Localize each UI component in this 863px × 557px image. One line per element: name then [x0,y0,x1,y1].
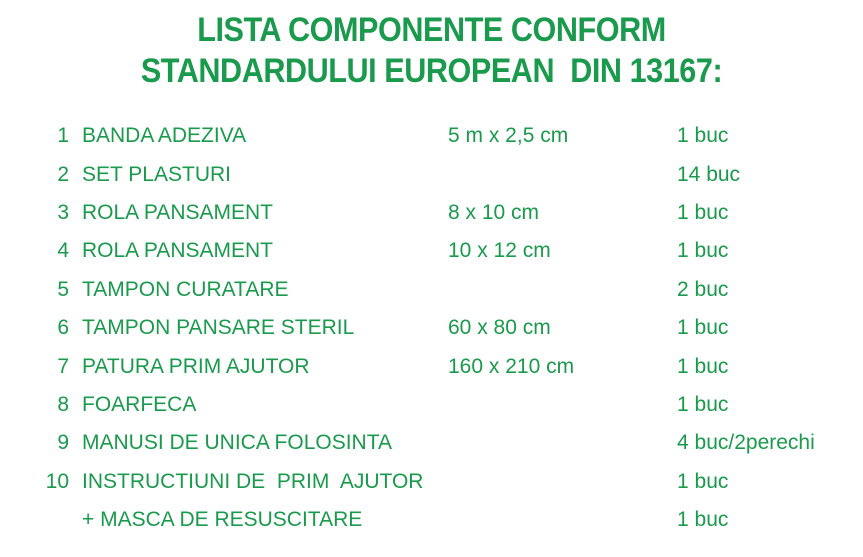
table-row: 6 TAMPON PANSARE STERIL 60 x 80 cm 1 buc [0,309,863,347]
item-number: 10 [45,469,69,493]
table-row: 3 ROLA PANSAMENT 8 x 10 cm 1 buc [0,194,863,232]
item-name: TAMPON CURATARE [82,277,289,301]
item-name: INSTRUCTIUNI DE PRIM AJUTOR [82,469,424,493]
title-line-2: STANDARDULUI EUROPEAN DIN 13167: [140,52,723,90]
table-row: 2 SET PLASTURI 14 buc [0,155,863,193]
item-name: FOARFECA [82,392,197,416]
item-quantity: 1 buc [677,200,729,224]
item-number: 5 [57,277,69,301]
table-row: 9 MANUSI DE UNICA FOLOSINTA 4 buc/2perec… [0,424,863,462]
item-number: 4 [57,239,69,263]
item-name: PATURA PRIM AJUTOR [82,354,310,378]
item-name: ROLA PANSAMENT [82,200,273,224]
page-title: LISTA COMPONENTE CONFORM STANDARDULUI EU… [0,10,863,92]
item-number: 3 [57,200,69,224]
item-number: 8 [57,392,69,416]
item-quantity: 1 buc [677,354,729,378]
table-row: 5 TAMPON CURATARE 2 buc [0,271,863,309]
item-number: 1 [57,124,69,148]
components-table: 1 BANDA ADEZIVA 5 m x 2,5 cm 1 buc 2 SET… [0,117,863,539]
item-quantity: 1 buc [677,124,729,148]
item-name: TAMPON PANSARE STERIL [82,316,355,340]
table-row: + MASCA DE RESUSCITARE 1 buc [0,501,863,539]
item-quantity: 14 buc [677,162,741,186]
item-quantity: 1 buc [677,316,729,340]
item-name: BANDA ADEZIVA [82,124,247,148]
title-line-1: LISTA COMPONENTE CONFORM [197,11,666,49]
table-row: 1 BANDA ADEZIVA 5 m x 2,5 cm 1 buc [0,117,863,155]
table-row: 8 FOARFECA 1 buc [0,386,863,424]
item-name: SET PLASTURI [82,162,231,186]
item-name: ROLA PANSAMENT [82,239,273,263]
item-quantity: 2 buc [677,277,729,301]
item-number: 2 [57,162,69,186]
item-quantity: 1 buc [677,392,729,416]
item-quantity: 4 buc/2perechi [677,431,815,455]
item-number: 6 [57,316,69,340]
item-name: + MASCA DE RESUSCITARE [82,508,363,532]
item-quantity: 1 buc [677,469,729,493]
table-row: 10 INSTRUCTIUNI DE PRIM AJUTOR 1 buc [0,463,863,501]
table-row: 4 ROLA PANSAMENT 10 x 12 cm 1 buc [0,232,863,270]
item-number: 7 [57,354,69,378]
item-size: 8 x 10 cm [448,200,540,224]
item-size: 10 x 12 cm [448,239,551,263]
item-size: 60 x 80 cm [448,316,551,340]
item-quantity: 1 buc [677,508,729,532]
item-number: 9 [57,431,69,455]
item-size: 160 x 210 cm [448,354,575,378]
item-quantity: 1 buc [677,239,729,263]
item-name: MANUSI DE UNICA FOLOSINTA [82,431,392,455]
item-size: 5 m x 2,5 cm [448,124,569,148]
table-row: 7 PATURA PRIM AJUTOR 160 x 210 cm 1 buc [0,347,863,385]
